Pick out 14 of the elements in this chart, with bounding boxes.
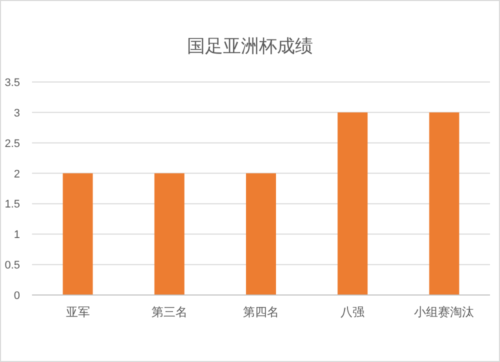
x-tick-label: 第三名 <box>151 305 188 319</box>
x-tick-label: 亚军 <box>66 305 90 319</box>
y-tick-label: 2 <box>14 168 20 180</box>
chart-title: 国足亚洲杯成绩 <box>187 36 313 56</box>
y-tick-label: 3 <box>14 107 20 120</box>
x-tick-label: 八强 <box>340 305 365 319</box>
y-tick-label: 0.5 <box>4 260 20 272</box>
y-tick-label: 3.5 <box>4 77 20 89</box>
y-tick-label: 1.5 <box>4 198 20 211</box>
y-tick-label: 0 <box>14 290 20 302</box>
y-tick-label: 1 <box>14 229 20 242</box>
x-tick-label: 第四名 <box>243 305 279 319</box>
y-tick-label: 2.5 <box>4 138 20 150</box>
x-tick-label: 小组赛淘汰 <box>414 305 474 319</box>
